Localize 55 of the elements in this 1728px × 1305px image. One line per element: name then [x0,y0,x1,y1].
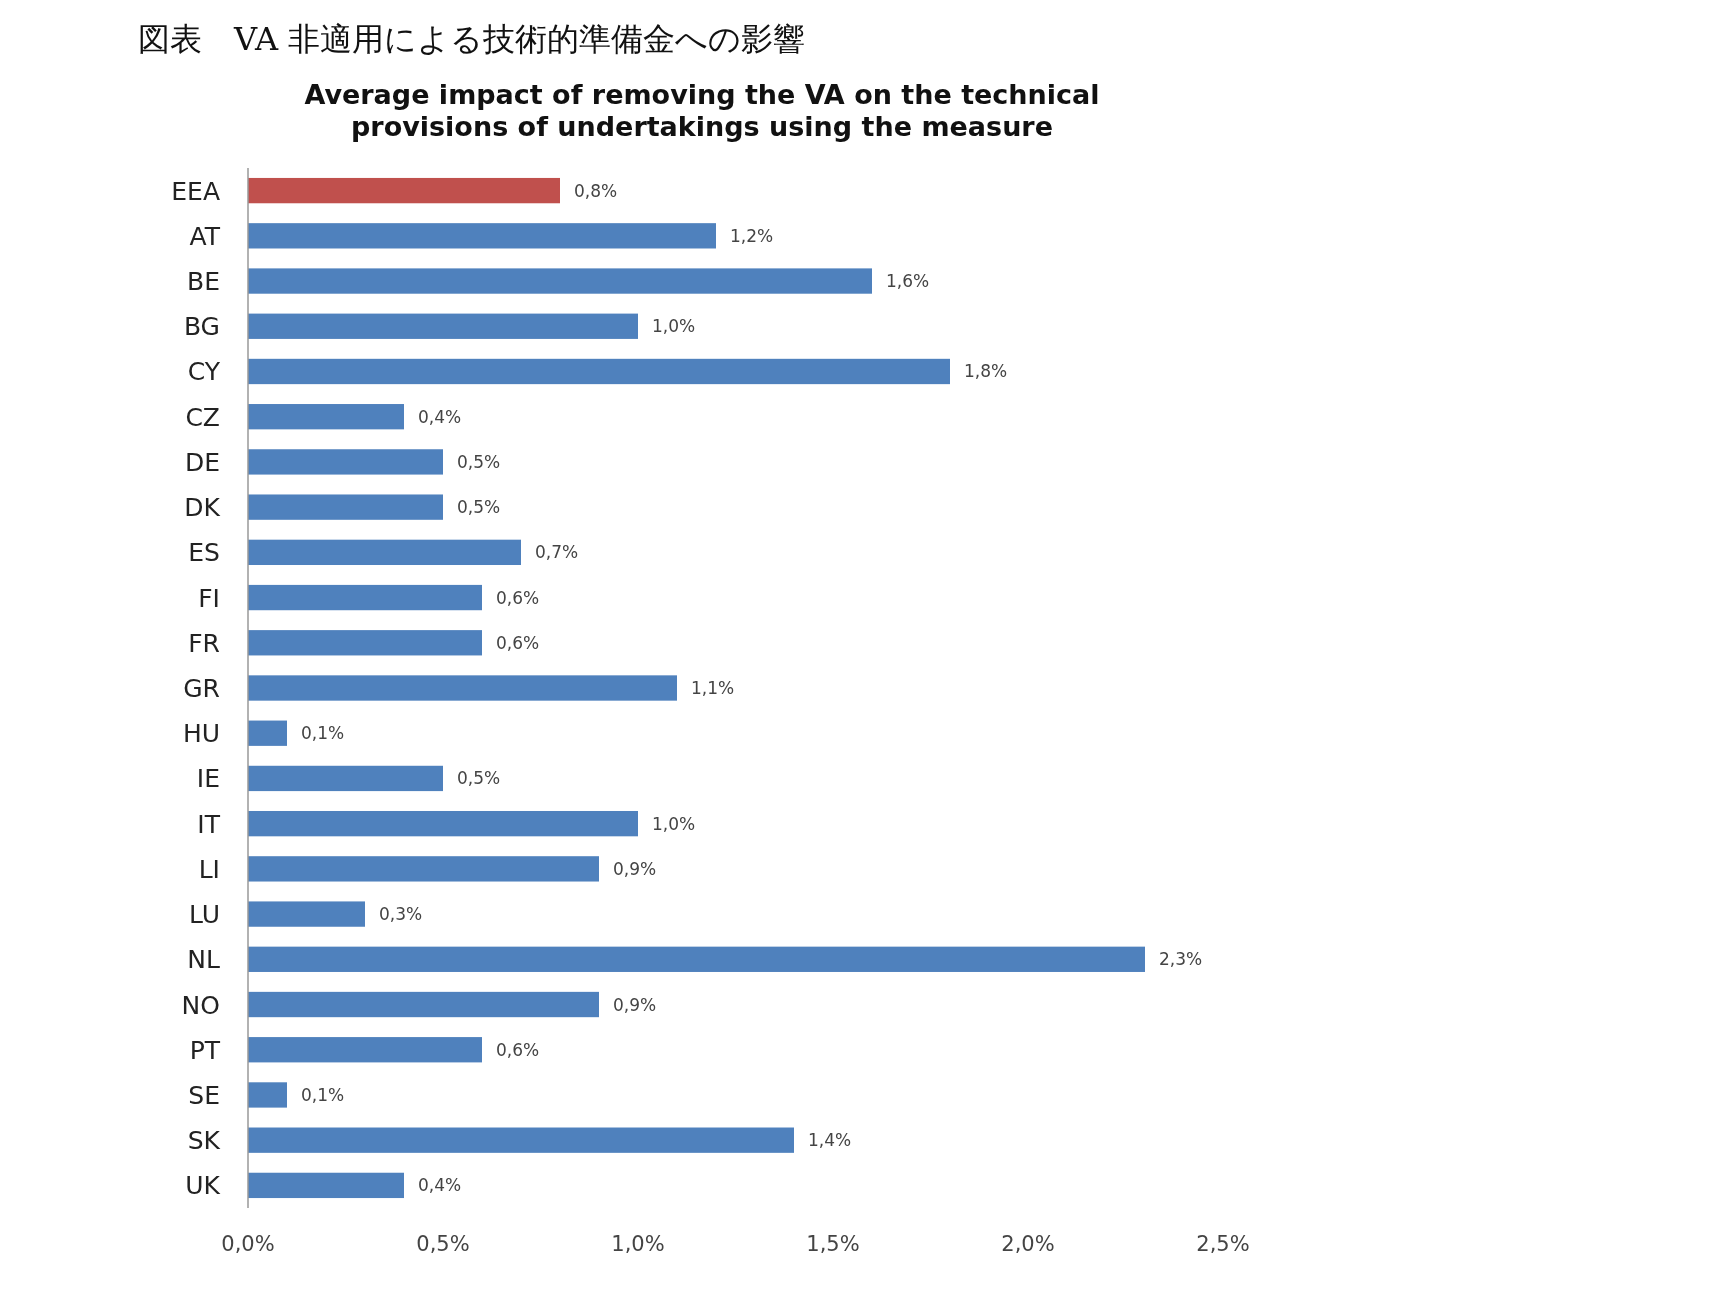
data-label: 0,4% [418,406,462,427]
category-label: GR [183,674,220,703]
data-label: 0,6% [496,632,540,653]
data-label: 0,4% [418,1175,462,1196]
category-label: LI [198,854,220,884]
data-label: 1,1% [691,678,735,698]
category-label: IT [197,809,220,839]
category-label: LU [189,900,220,930]
category-label: CZ [185,402,220,432]
category-label: EEA [171,176,220,206]
data-label: 0,6% [496,587,540,608]
category-label: HU [182,719,220,749]
subtitle: provisions of undertakings using the measure [351,111,1053,142]
x-tick-label: 2,0% [1001,1232,1055,1256]
category-label: DK [184,493,220,523]
data-label: 0,6% [496,1039,540,1060]
data-label: 0,3% [379,904,423,925]
category-label: ES [188,538,220,568]
category-label: FI [198,583,220,613]
category-label: AT [189,221,220,251]
data-label: 0,9% [613,994,657,1015]
subtitle: Average impact of removing the VA on the technical [304,79,1100,110]
x-tick-label: 0,5% [416,1232,470,1256]
data-label: 0,5% [457,768,501,789]
data-label: 0,5% [457,451,501,472]
data-label: 1,4% [808,1130,852,1151]
data-label: 0,1% [301,1084,345,1105]
category-label: CY [187,357,220,387]
category-label: DE [184,447,220,477]
category-label: BE [187,267,220,297]
x-tick-label: 0,0% [221,1232,275,1256]
category-label: BG [183,312,220,342]
data-label: 1,8% [964,361,1008,382]
data-label: 1,0% [652,813,696,834]
data-label: 1,6% [886,271,930,292]
data-label: 1,2% [730,225,774,246]
data-label: 0,8% [574,180,618,201]
x-tick-label: 1,5% [806,1232,860,1256]
title: 図表 VA 非適用による技術的準備金への影響 [138,20,806,58]
category-label: PT [189,1035,220,1065]
data-label: 0,1% [301,723,345,744]
data-label: 0,9% [613,858,657,879]
category-label: FR [188,628,220,658]
x-tick-label: 1,0% [611,1232,665,1256]
data-label: 1,0% [652,316,696,337]
category-label: IE [196,764,220,794]
category-label: SE [188,1080,220,1110]
category-label: NL [187,945,220,975]
category-label: UK [185,1171,220,1201]
data-label: 0,7% [535,542,579,563]
data-label: 2,3% [1159,949,1203,970]
data-label: 0,5% [457,497,501,518]
category-label: SK [187,1126,220,1156]
category-label: NO [181,990,220,1020]
x-tick-label: 2,5% [1196,1232,1250,1256]
